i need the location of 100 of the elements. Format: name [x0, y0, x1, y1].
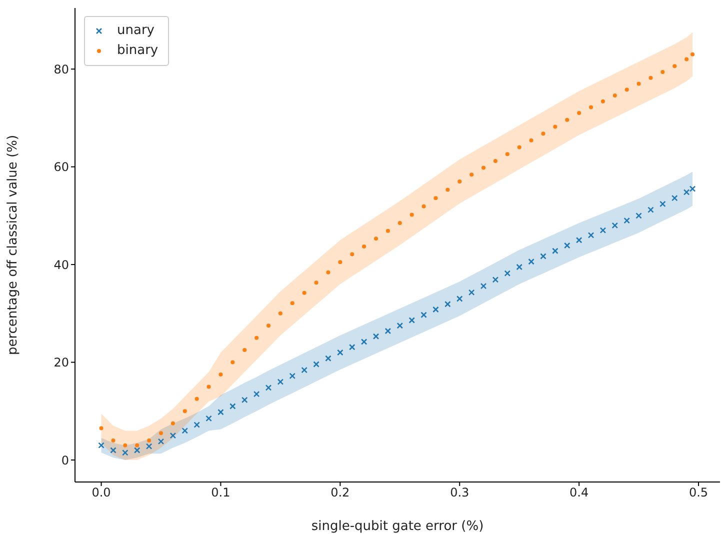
point: [470, 172, 474, 177]
y-tick-label: 80: [54, 62, 69, 76]
point: [444, 300, 451, 308]
point: [230, 360, 235, 364]
point: [636, 82, 641, 86]
point: [278, 311, 282, 316]
point: [456, 296, 463, 302]
point: [372, 333, 380, 340]
point: [265, 384, 272, 391]
point: [218, 408, 224, 416]
point: [589, 105, 593, 110]
point: [266, 324, 270, 328]
point: [159, 431, 163, 436]
x-axis-title: single-qubit gate error (%): [311, 519, 484, 534]
point: [516, 264, 522, 270]
point: [624, 217, 630, 224]
point: [301, 366, 308, 374]
point: [147, 438, 152, 442]
point: [182, 428, 188, 434]
point: [432, 306, 439, 313]
point: [684, 57, 689, 62]
point: [396, 322, 404, 329]
point: [422, 204, 426, 208]
point: [99, 426, 104, 430]
point: [326, 270, 330, 274]
point: [636, 212, 642, 219]
point: [660, 200, 666, 208]
legend-label: binary: [117, 42, 158, 60]
point: [683, 189, 690, 196]
x-tick-label: 0.1: [211, 486, 230, 500]
point: [398, 221, 402, 226]
point: [480, 282, 487, 290]
point: [689, 186, 696, 192]
x-tick-label: 0.4: [570, 486, 589, 500]
point: [517, 145, 522, 150]
x-tick-label: 0.0: [92, 486, 111, 500]
point: [313, 361, 320, 368]
point: [408, 317, 415, 324]
point: [612, 222, 618, 229]
point: [194, 422, 200, 428]
point: [553, 124, 558, 129]
point: [624, 88, 629, 92]
point: [458, 179, 462, 184]
point: [325, 355, 332, 362]
point: [540, 253, 546, 260]
point: [671, 194, 678, 202]
point: [600, 99, 605, 104]
point: [230, 403, 236, 410]
point: [170, 432, 176, 439]
point: [111, 438, 116, 442]
point: [123, 443, 128, 448]
point: [588, 232, 594, 238]
point: [410, 212, 414, 217]
point: [206, 415, 212, 422]
point: [350, 252, 354, 256]
point: [493, 158, 498, 163]
point: [348, 344, 356, 350]
y-tick-label: 0: [61, 453, 69, 468]
point: [384, 328, 392, 334]
point: [254, 336, 259, 340]
point: [110, 447, 116, 454]
point: [468, 289, 475, 296]
point: [360, 338, 368, 345]
point: [289, 372, 296, 380]
point: [492, 276, 499, 283]
point: [505, 152, 510, 156]
point: [690, 52, 695, 56]
point: [660, 70, 665, 74]
point: [529, 138, 534, 142]
y-tick-label: 60: [54, 160, 69, 174]
point: [648, 206, 654, 213]
point: [565, 118, 570, 122]
point: [146, 443, 152, 450]
point: [182, 409, 187, 414]
point: [420, 312, 427, 318]
point: [362, 244, 366, 248]
x-tick-label: 0.3: [450, 486, 470, 500]
point: [337, 349, 344, 356]
point: [134, 447, 140, 454]
point: [577, 111, 582, 116]
point: [434, 196, 438, 200]
y-axis-title: percentage off classical value (%): [6, 134, 21, 356]
point: [242, 348, 247, 352]
legend-label: unary: [117, 22, 154, 40]
point: [446, 188, 450, 192]
x-tick-label: 0.2: [330, 486, 350, 500]
point: [206, 384, 211, 389]
point: [290, 301, 294, 306]
point: [302, 290, 306, 295]
point: [218, 372, 223, 376]
point: [482, 166, 486, 170]
point: [552, 248, 558, 254]
point: [170, 421, 175, 426]
x-tick-label: 0.5: [688, 486, 708, 500]
y-tick-label: 40: [54, 258, 69, 272]
point: [528, 258, 534, 265]
point: [314, 280, 318, 285]
point: [648, 76, 653, 80]
y-tick-label: 20: [54, 356, 69, 370]
point: [241, 396, 248, 404]
